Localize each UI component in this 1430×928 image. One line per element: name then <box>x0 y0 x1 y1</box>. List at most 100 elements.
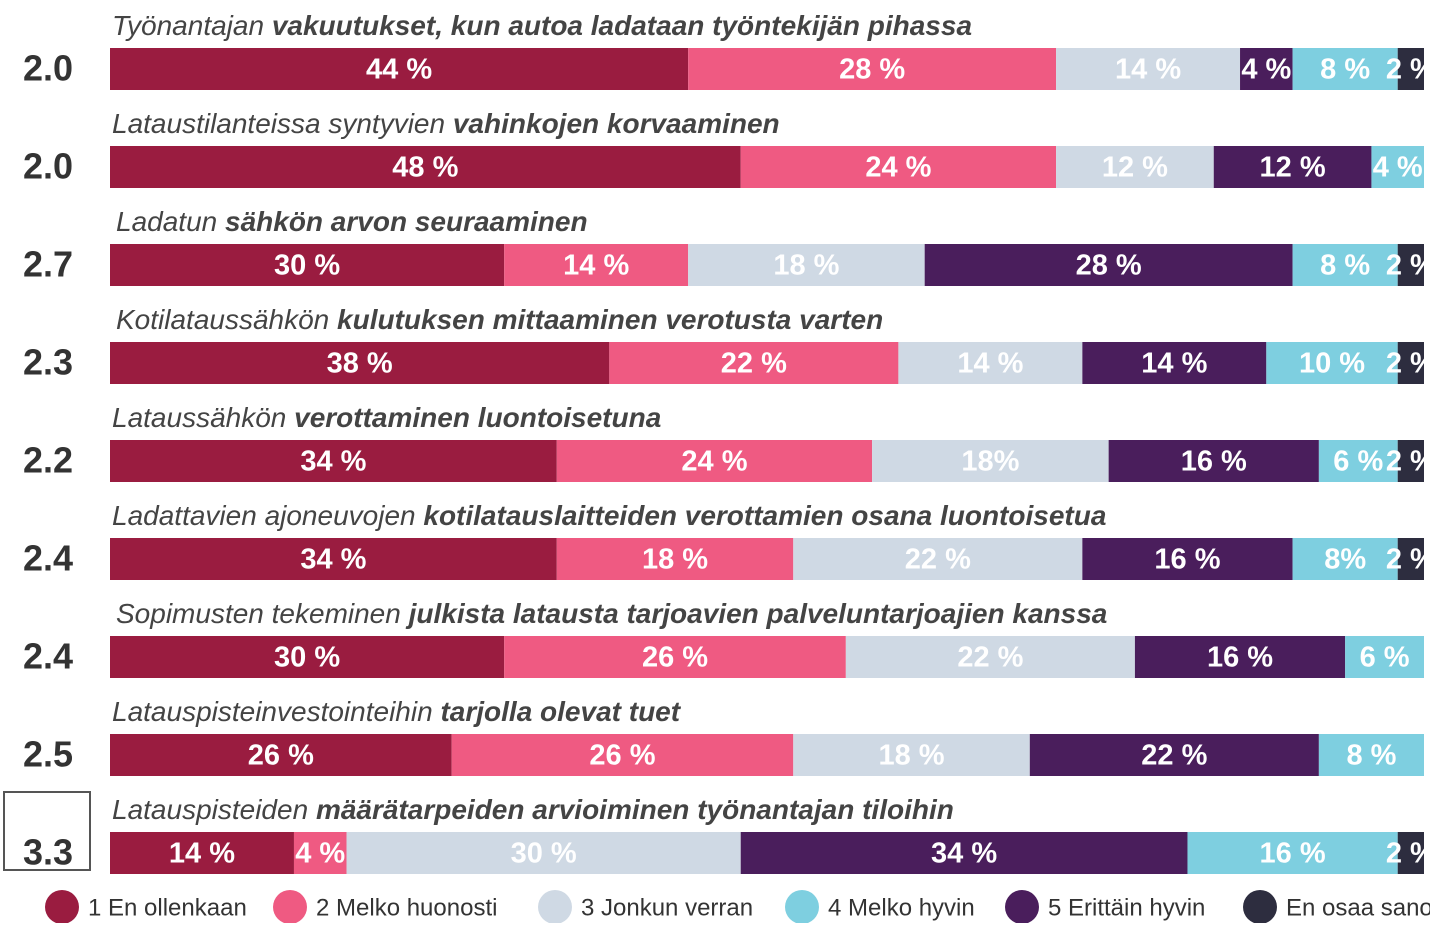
legend-label: 5 Erittäin hyvin <box>1048 894 1205 921</box>
score: 2.5 <box>23 734 73 775</box>
value-label: 22 % <box>957 642 1023 674</box>
value-label: 10 % <box>1299 348 1365 380</box>
bar-segment <box>1397 440 1424 482</box>
score: 3.3 <box>23 832 73 873</box>
row-title: Lataustilanteissa syntyvien vahinkojen k… <box>112 108 780 139</box>
value-label: 4 % <box>1373 152 1423 184</box>
bar-segment <box>1397 538 1424 580</box>
score: 2.4 <box>23 636 73 677</box>
title-normal: Ladattavien ajoneuvojen <box>112 500 423 531</box>
bar-segment <box>110 244 505 286</box>
bar-segment <box>556 538 794 580</box>
value-label: 2 % <box>1386 446 1430 478</box>
title-bold: sähkön arvon seuraaminen <box>225 206 588 237</box>
value-label: 4 % <box>1241 54 1291 86</box>
score: 2.0 <box>23 146 73 187</box>
bar-segment <box>688 244 925 286</box>
legend-swatch <box>785 890 819 924</box>
legend-label: 1 En ollenkaan <box>88 894 247 921</box>
value-label: 30 % <box>274 250 340 282</box>
value-label: 8% <box>1324 544 1366 576</box>
value-label: 34 % <box>931 838 997 870</box>
value-label: 30 % <box>511 838 577 870</box>
legend-label: En osaa sanoa <box>1286 894 1430 921</box>
bar-segment <box>1318 734 1424 776</box>
bar-segment <box>1082 342 1267 384</box>
legend-label: 3 Jonkun verran <box>581 894 753 921</box>
bar-segment <box>740 832 1188 874</box>
row-title: Työnantajan vakuutukset, kun autoa ladat… <box>112 10 972 41</box>
score: 2.4 <box>23 538 73 579</box>
value-label: 12 % <box>1260 152 1326 184</box>
bar-segment <box>1187 832 1398 874</box>
legend-label: 4 Melko hyvin <box>828 894 975 921</box>
title-bold: vakuutukset, kun autoa ladataan työnteki… <box>272 10 972 41</box>
title-normal: Kotilataussähkön <box>116 304 337 335</box>
value-label: 26 % <box>642 642 708 674</box>
bar-segment <box>1134 636 1346 678</box>
bar-segment <box>1397 832 1424 874</box>
value-label: 2 % <box>1386 54 1430 86</box>
value-label: 26 % <box>589 740 655 772</box>
legend-swatch <box>273 890 307 924</box>
value-label: 2 % <box>1386 838 1430 870</box>
legend-swatch <box>45 890 79 924</box>
title-bold: vahinkojen korvaaminen <box>453 108 780 139</box>
bar-segment <box>110 48 689 90</box>
title-bold: määrätarpeiden arvioiminen työnantajan t… <box>316 794 954 825</box>
bar-segment <box>110 342 610 384</box>
title-bold: julkista latausta tarjoavien palveluntar… <box>405 598 1108 629</box>
value-label: 18 % <box>878 740 944 772</box>
value-label: 28 % <box>839 54 905 86</box>
bar-segment <box>1213 146 1372 188</box>
value-label: 30 % <box>274 642 340 674</box>
bar-segment <box>1292 244 1398 286</box>
value-label: 6 % <box>1360 642 1410 674</box>
row-title: Ladattavien ajoneuvojen kotilatauslaitte… <box>112 500 1106 531</box>
value-label: 34 % <box>300 544 366 576</box>
bar-segment <box>609 342 899 384</box>
bar-segment <box>1029 734 1319 776</box>
value-label: 12 % <box>1102 152 1168 184</box>
value-label: 18 % <box>773 250 839 282</box>
legend-swatch <box>1243 890 1277 924</box>
value-label: 14 % <box>1115 54 1181 86</box>
row-title: Latauspisteinvestointeihin tarjolla olev… <box>112 696 682 727</box>
bar-segment <box>793 734 1030 776</box>
bar-segment <box>110 636 505 678</box>
bar-segment <box>1397 48 1424 90</box>
title-bold: verottaminen luontoisetuna <box>294 402 661 433</box>
bar-segment <box>1056 146 1214 188</box>
row-title: Latauspisteiden määrätarpeiden arvioimin… <box>112 794 954 825</box>
title-bold: kulutuksen mittaaminen verotusta varten <box>337 304 883 335</box>
value-label: 14 % <box>169 838 235 870</box>
value-label: 22 % <box>905 544 971 576</box>
row-title: Sopimusten tekeminen julkista latausta t… <box>116 598 1107 629</box>
bar-segment <box>1397 342 1424 384</box>
bar-segment <box>504 244 689 286</box>
bar-segment <box>740 146 1057 188</box>
value-label: 26 % <box>248 740 314 772</box>
value-label: 48 % <box>392 152 458 184</box>
row-title: Kotilataussähkön kulutuksen mittaaminen … <box>116 304 883 335</box>
legend-label: 2 Melko huonosti <box>316 894 497 921</box>
value-label: 38 % <box>327 348 393 380</box>
title-bold: tarjolla olevat tuet <box>440 696 681 727</box>
bar-segment <box>110 538 557 580</box>
value-label: 8 % <box>1320 250 1370 282</box>
score: 2.2 <box>23 440 73 481</box>
value-label: 22 % <box>721 348 787 380</box>
value-label: 22 % <box>1141 740 1207 772</box>
value-label: 8 % <box>1320 54 1370 86</box>
bar-segment <box>110 734 452 776</box>
value-label: 18 % <box>642 544 708 576</box>
legend-swatch <box>1005 890 1039 924</box>
bar-segment <box>1318 440 1398 482</box>
value-label: 16 % <box>1260 838 1326 870</box>
value-label: 44 % <box>366 54 432 86</box>
bar-segment <box>898 342 1083 384</box>
title-normal: Sopimusten tekeminen <box>116 598 409 629</box>
bar-segment <box>1240 48 1293 90</box>
value-label: 6 % <box>1333 446 1383 478</box>
value-label: 8 % <box>1346 740 1396 772</box>
